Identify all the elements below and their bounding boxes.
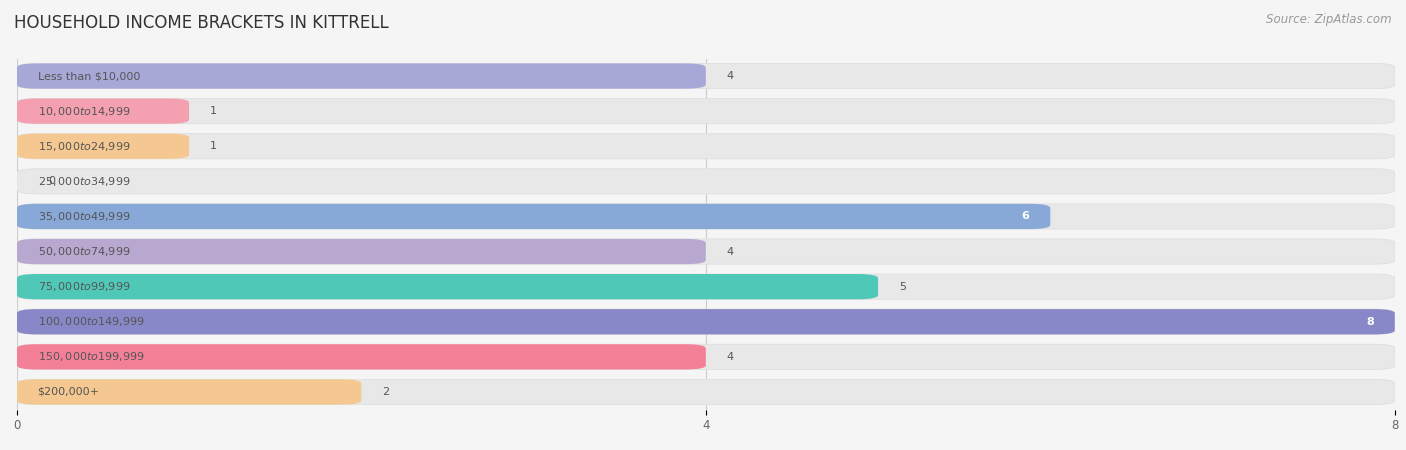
Text: $50,000 to $74,999: $50,000 to $74,999: [38, 245, 129, 258]
Text: $35,000 to $49,999: $35,000 to $49,999: [38, 210, 129, 223]
Text: $10,000 to $14,999: $10,000 to $14,999: [38, 105, 129, 117]
Text: 4: 4: [727, 71, 734, 81]
FancyBboxPatch shape: [17, 309, 1395, 334]
FancyBboxPatch shape: [17, 63, 706, 89]
FancyBboxPatch shape: [17, 99, 188, 124]
FancyBboxPatch shape: [17, 134, 1395, 159]
Text: $25,000 to $34,999: $25,000 to $34,999: [38, 175, 129, 188]
Text: 2: 2: [382, 387, 389, 397]
Text: 4: 4: [727, 352, 734, 362]
Text: $150,000 to $199,999: $150,000 to $199,999: [38, 351, 145, 363]
FancyBboxPatch shape: [17, 344, 1395, 369]
FancyBboxPatch shape: [17, 274, 877, 299]
FancyBboxPatch shape: [17, 379, 1395, 405]
Text: 5: 5: [898, 282, 905, 292]
FancyBboxPatch shape: [17, 134, 188, 159]
FancyBboxPatch shape: [17, 239, 1395, 264]
FancyBboxPatch shape: [17, 204, 1395, 229]
Text: 4: 4: [727, 247, 734, 256]
Text: Less than $10,000: Less than $10,000: [38, 71, 141, 81]
Text: 0: 0: [48, 176, 55, 186]
Text: $15,000 to $24,999: $15,000 to $24,999: [38, 140, 129, 153]
FancyBboxPatch shape: [17, 63, 1395, 89]
Text: HOUSEHOLD INCOME BRACKETS IN KITTRELL: HOUSEHOLD INCOME BRACKETS IN KITTRELL: [14, 14, 389, 32]
FancyBboxPatch shape: [17, 239, 706, 264]
Text: 1: 1: [209, 106, 217, 116]
FancyBboxPatch shape: [17, 379, 361, 405]
Text: 6: 6: [1022, 212, 1029, 221]
FancyBboxPatch shape: [17, 274, 1395, 299]
Text: Source: ZipAtlas.com: Source: ZipAtlas.com: [1267, 14, 1392, 27]
FancyBboxPatch shape: [17, 309, 1395, 334]
FancyBboxPatch shape: [17, 169, 1395, 194]
Text: $200,000+: $200,000+: [38, 387, 100, 397]
FancyBboxPatch shape: [17, 204, 1050, 229]
Text: 8: 8: [1367, 317, 1374, 327]
Text: 1: 1: [209, 141, 217, 151]
Text: $75,000 to $99,999: $75,000 to $99,999: [38, 280, 129, 293]
FancyBboxPatch shape: [17, 99, 1395, 124]
Text: $100,000 to $149,999: $100,000 to $149,999: [38, 315, 145, 328]
FancyBboxPatch shape: [17, 344, 706, 369]
